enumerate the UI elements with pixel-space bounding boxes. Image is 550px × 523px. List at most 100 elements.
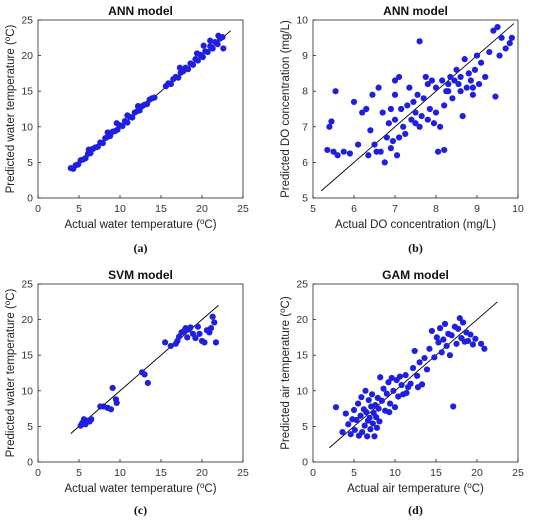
data-point: [391, 404, 399, 411]
y-tick-label: 0: [302, 457, 308, 469]
data-point: [467, 77, 474, 84]
data-point: [339, 428, 346, 436]
data-point: [461, 56, 468, 63]
x-tick-label: 0: [310, 467, 316, 479]
chart-title: ANN model: [108, 4, 173, 18]
x-tick-label: 25: [237, 467, 249, 479]
data-point: [416, 123, 423, 130]
data-point: [209, 313, 216, 320]
data-point: [364, 433, 371, 440]
data-point: [113, 120, 120, 127]
data-point: [387, 145, 394, 152]
x-tick-label: 15: [155, 467, 167, 479]
data-point: [426, 105, 433, 113]
data-point: [486, 48, 493, 56]
data-point: [456, 315, 463, 322]
data-point: [396, 73, 403, 81]
data-point: [371, 141, 378, 148]
data-point: [411, 347, 418, 355]
data-point: [450, 403, 457, 410]
data-point: [412, 120, 419, 127]
data-point: [431, 354, 438, 361]
data-point: [508, 34, 515, 41]
data-point: [359, 428, 366, 436]
data-point: [377, 374, 384, 381]
y-tick-label: 0: [27, 457, 33, 469]
plot-area: [37, 283, 244, 463]
chart-title: SVM model: [108, 268, 173, 282]
data-point: [432, 109, 440, 116]
x-tick-label: 0: [35, 467, 41, 479]
data-point: [471, 66, 479, 73]
data-point: [189, 61, 197, 68]
data-point: [355, 400, 362, 407]
data-point: [324, 146, 331, 154]
plot-area: [312, 283, 519, 463]
y-axis-label: Predicted water temperature (oC): [3, 24, 18, 193]
data-point: [113, 399, 120, 407]
data-point: [416, 359, 423, 366]
data-point: [498, 34, 505, 41]
data-point: [162, 339, 169, 346]
data-point: [367, 127, 374, 134]
data-point: [463, 84, 470, 91]
data-point: [184, 334, 191, 341]
data-point: [369, 420, 376, 427]
data-point: [367, 426, 374, 433]
data-point: [391, 77, 399, 84]
x-axis-label: Actual DO concentration (mg/L): [335, 219, 496, 231]
chart-panel-1: 0 5 10 15 20 25 0 5 10 15 20 25 ANN model Actual wate…: [3, 4, 249, 255]
data-point: [404, 102, 411, 109]
data-point: [204, 48, 211, 56]
data-point: [423, 366, 431, 373]
x-tick-label: 15: [155, 203, 167, 215]
data-point: [434, 148, 442, 155]
data-point: [448, 332, 455, 339]
y-tick-label: 20: [21, 314, 33, 326]
data-point: [184, 66, 192, 73]
data-point: [386, 409, 393, 416]
data-point: [424, 80, 431, 88]
data-point: [365, 152, 372, 159]
data-point: [447, 73, 454, 81]
data-point: [473, 52, 481, 59]
x-tick-label: 6: [351, 203, 357, 215]
y-tick-label: 25: [296, 279, 308, 291]
data-point: [407, 380, 414, 387]
y-tick-label: 8: [302, 86, 308, 98]
chart-panel-4: 0 5 10 15 20 25 0 5 10 15 20 25 GAM model Actual air …: [278, 268, 524, 517]
panel-caption: (a): [134, 241, 148, 255]
y-tick-label: 5: [27, 421, 33, 433]
plot-area: [312, 19, 519, 199]
data-point: [435, 339, 442, 346]
x-tick-label: 5: [76, 203, 82, 215]
data-point: [414, 384, 422, 391]
data-point: [437, 123, 444, 130]
data-point: [199, 53, 206, 61]
reference-line: [329, 301, 498, 449]
data-point: [478, 340, 485, 347]
x-tick-label: 8: [433, 203, 439, 215]
data-point: [376, 418, 383, 425]
x-tick-label: 20: [471, 467, 483, 479]
data-point: [445, 88, 452, 95]
data-point: [129, 114, 136, 121]
data-point: [167, 80, 174, 88]
data-point: [358, 394, 365, 401]
data-point: [361, 422, 368, 429]
data-point: [332, 404, 340, 411]
data-point: [362, 387, 369, 394]
data-point: [388, 374, 395, 382]
data-point: [345, 421, 352, 428]
x-tick-label: 10: [114, 467, 126, 479]
data-point: [377, 148, 384, 155]
y-tick-label: 5: [302, 193, 308, 205]
data-point: [196, 330, 203, 337]
data-point: [438, 349, 445, 356]
panel-caption: (b): [408, 241, 423, 255]
data-point: [402, 130, 409, 138]
data-point: [167, 342, 174, 350]
y-tick-label: 20: [21, 50, 33, 62]
data-point: [353, 416, 360, 424]
data-point: [449, 95, 456, 102]
